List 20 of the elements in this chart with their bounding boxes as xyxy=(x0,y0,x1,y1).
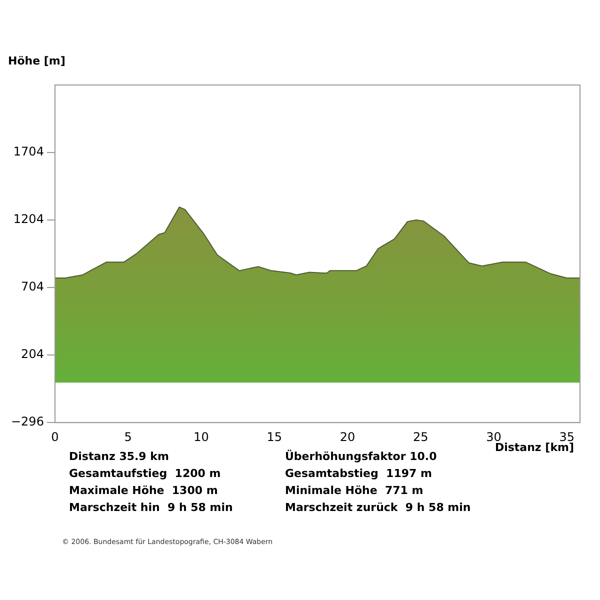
text: Marschzeit hin 9 h 58 min xyxy=(69,500,234,516)
y-tick-label: −296 xyxy=(10,414,44,429)
y-tick-label: 704 xyxy=(21,280,44,294)
text: Distanz 35.9 km xyxy=(69,449,170,465)
text: Gesamtabstieg 1197 m xyxy=(285,466,433,482)
text: Gesamtaufstieg 1200 m xyxy=(69,466,222,482)
x-tick-label: 0 xyxy=(51,430,59,444)
x-tick-label: 20 xyxy=(340,430,356,444)
text: Minimale Höhe 771 m xyxy=(285,483,424,499)
y-tick-label: 1704 xyxy=(13,144,44,159)
y-tick-label: 1204 xyxy=(13,212,44,226)
y-axis-title: Höhe [m] xyxy=(8,54,66,68)
text: Marschzeit zurück 9 h 58 min xyxy=(285,500,472,516)
x-tick-label: 15 xyxy=(266,430,282,444)
y-tick-label: 204 xyxy=(21,347,44,362)
x-tick-label: 10 xyxy=(194,430,209,444)
x-tick-label: 5 xyxy=(124,430,132,444)
text: Überhöhungsfaktor 10.0 xyxy=(285,450,437,463)
x-tick-label: 25 xyxy=(412,430,428,444)
text: Maximale Höhe 1300 m xyxy=(69,483,219,499)
